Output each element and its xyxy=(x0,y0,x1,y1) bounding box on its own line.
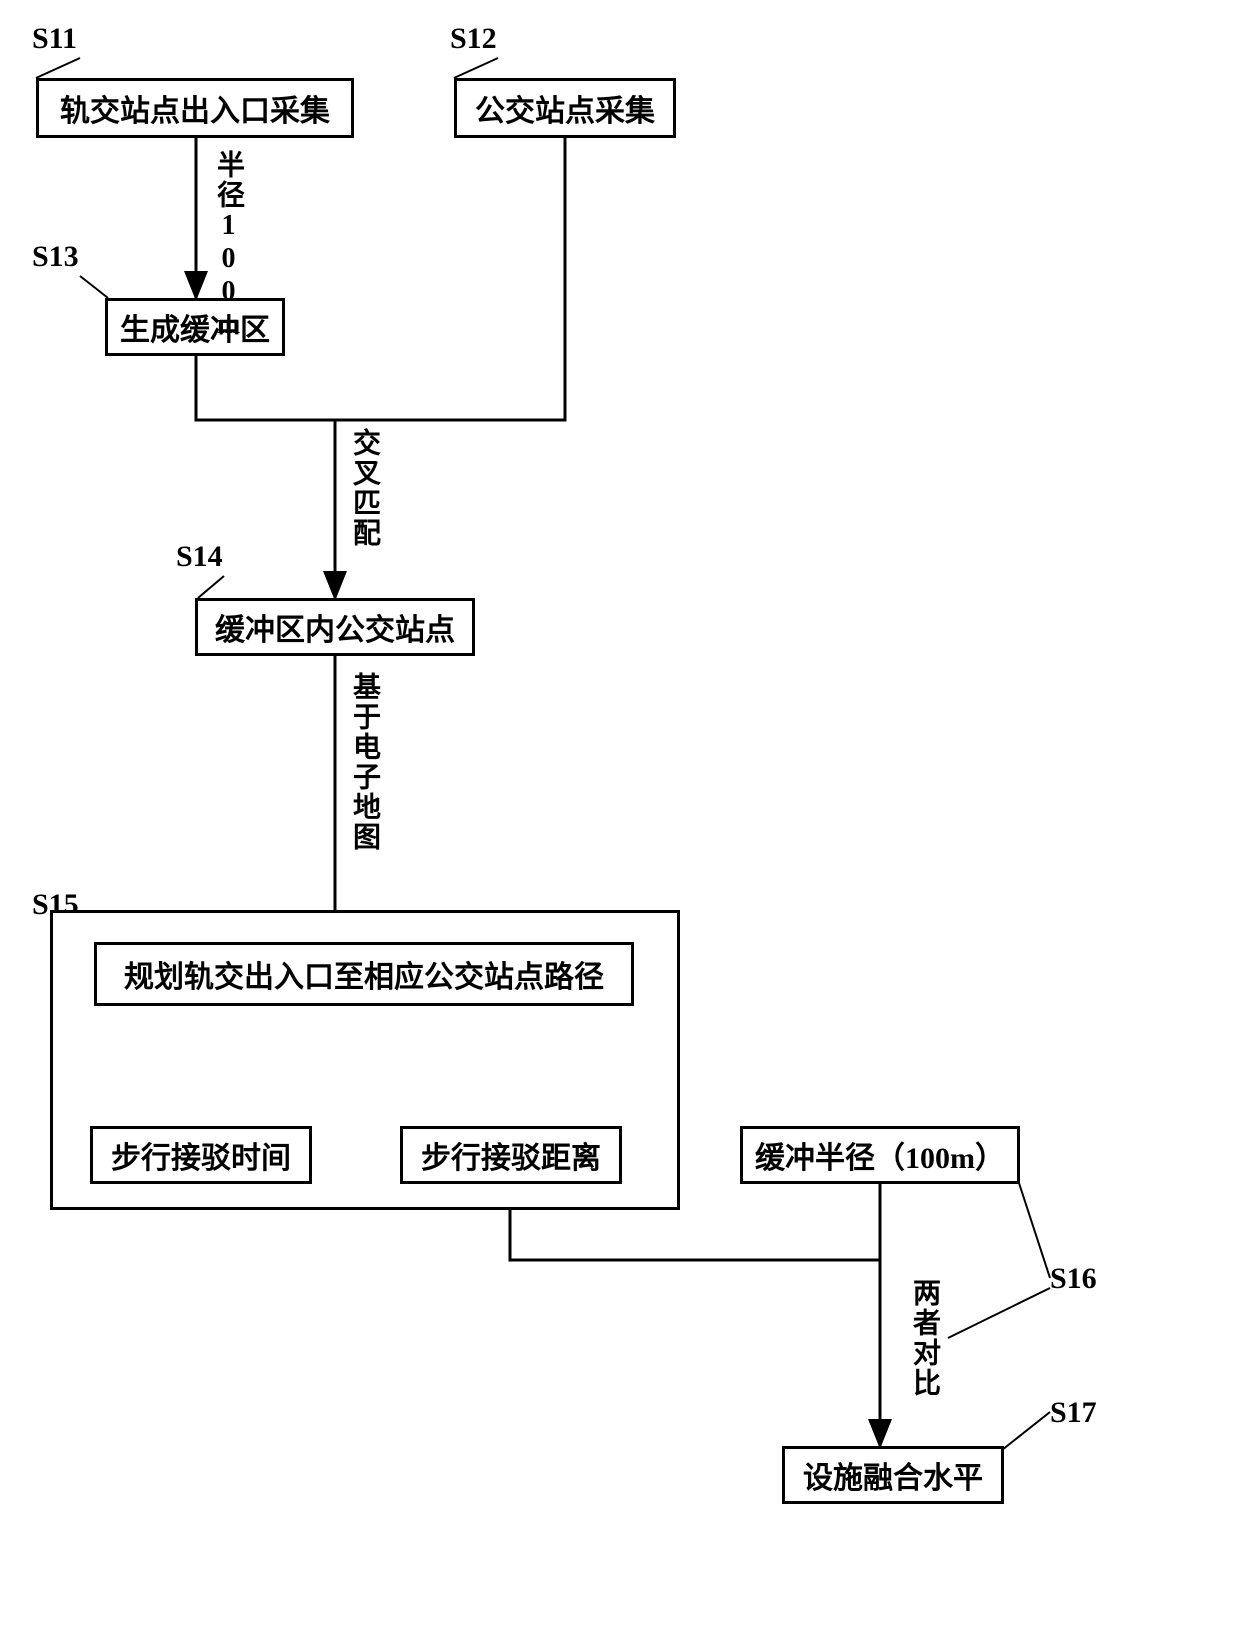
edge-label-map: 基于电子地图 xyxy=(344,672,384,852)
node-s11: 轨交站点出入口采集 xyxy=(36,78,354,138)
step-label-s11: S11 xyxy=(32,22,77,56)
edge-S13-join xyxy=(196,356,335,420)
node-s15-top: 规划轨交出入口至相应公交站点路径 xyxy=(94,942,634,1006)
flowchart-canvas: S11 轨交站点出入口采集 S12 公交站点采集 S13 生成缓冲区 S14 缓… xyxy=(0,0,1240,1643)
node-s15-left: 步行接驳时间 xyxy=(90,1126,312,1184)
leader-line-3 xyxy=(198,576,224,598)
leader-line-2 xyxy=(80,276,108,298)
node-s14: 缓冲区内公交站点 xyxy=(195,598,475,656)
leader-line-0 xyxy=(36,58,80,78)
edge-label-cross: 交叉匹配 xyxy=(344,428,384,548)
leader-line-5 xyxy=(1018,1180,1050,1278)
step-label-s16: S16 xyxy=(1050,1262,1097,1296)
node-s15-right: 步行接驳距离 xyxy=(400,1126,622,1184)
step-label-s14: S14 xyxy=(176,540,223,574)
step-label-s17: S17 xyxy=(1050,1396,1097,1430)
leader-line-1 xyxy=(454,58,498,78)
leader-line-6 xyxy=(948,1288,1050,1338)
step-label-s13: S13 xyxy=(32,240,79,274)
node-s13: 生成缓冲区 xyxy=(105,298,285,356)
leader-line-7 xyxy=(1002,1412,1050,1450)
step-label-s12: S12 xyxy=(450,22,497,56)
node-s17: 设施融合水平 xyxy=(782,1446,1004,1504)
node-s16: 缓冲半径（100m） xyxy=(740,1126,1020,1184)
edge-label-radius: 半径100m xyxy=(208,150,248,342)
edge-S12-join xyxy=(335,138,565,420)
edge-label-compare: 两者对比 xyxy=(904,1278,944,1398)
node-s12: 公交站点采集 xyxy=(454,78,676,138)
